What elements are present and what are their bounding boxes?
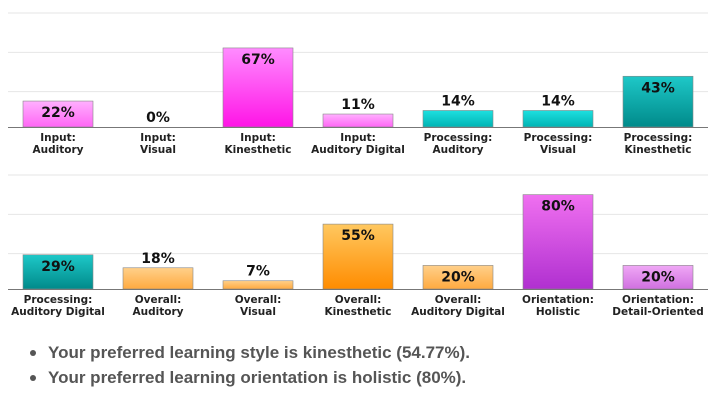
bar-value-label: 7%	[246, 264, 270, 280]
bar-value-label: 22%	[41, 105, 75, 121]
category-label: Overall:	[235, 294, 282, 306]
category-label: Visual	[540, 144, 576, 156]
category-label: Overall:	[335, 294, 382, 306]
bar-value-label: 67%	[241, 52, 275, 68]
category-label: Visual	[240, 306, 276, 318]
category-label: Auditory Digital	[311, 144, 405, 156]
summary-item-style: Your preferred learning style is kinesth…	[28, 340, 470, 365]
category-label: Detail-Oriented	[612, 306, 703, 318]
category-label: Kinesthetic	[224, 144, 291, 156]
category-label: Orientation:	[622, 294, 694, 306]
bar-value-label: 43%	[641, 80, 675, 96]
category-label: Overall:	[135, 294, 182, 306]
bar	[22, 254, 94, 290]
category-label: Auditory	[133, 306, 184, 318]
summary-item-orientation: Your preferred learning orientation is h…	[28, 365, 470, 390]
category-label: Input:	[340, 132, 376, 144]
category-label: Processing:	[524, 132, 593, 144]
summary-orientation-text: Your preferred learning orientation is h…	[48, 368, 467, 387]
category-label: Auditory	[33, 144, 84, 156]
category-label: Input:	[240, 132, 276, 144]
bar	[522, 110, 594, 128]
summary-style-text: Your preferred learning style is kinesth…	[48, 343, 471, 362]
learning-style-charts: 22%Input:Auditory0%Input:Visual67%Input:…	[8, 12, 708, 318]
bar	[622, 75, 694, 128]
bar	[422, 110, 494, 128]
category-label: Orientation:	[522, 294, 594, 306]
category-label: Input:	[40, 132, 76, 144]
bar-value-label: 20%	[641, 269, 675, 285]
bar	[322, 223, 394, 290]
category-label: Input:	[140, 132, 176, 144]
category-label: Auditory Digital	[411, 306, 505, 318]
bar-value-label: 55%	[341, 228, 375, 244]
category-label: Visual	[140, 144, 176, 156]
bullet-icon	[30, 350, 36, 356]
category-label: Processing:	[624, 132, 693, 144]
category-label: Holistic	[536, 306, 580, 318]
category-label: Processing:	[24, 294, 93, 306]
bar	[222, 47, 294, 128]
bullet-icon	[30, 375, 36, 381]
bar-value-label: 18%	[141, 251, 175, 267]
category-label: Processing:	[424, 132, 493, 144]
category-label: Auditory	[433, 144, 484, 156]
bar	[322, 113, 394, 128]
bar-value-label: 29%	[41, 259, 75, 275]
bar	[222, 280, 294, 290]
bar-value-label: 14%	[541, 93, 575, 109]
bar	[122, 267, 194, 290]
bar-value-label: 20%	[441, 269, 475, 285]
bar-value-label: 80%	[541, 199, 575, 215]
bar-value-label: 14%	[441, 93, 475, 109]
category-label: Kinesthetic	[624, 144, 691, 156]
category-label: Overall:	[435, 294, 482, 306]
bar-value-label: 0%	[146, 110, 170, 126]
summary-list: Your preferred learning style is kinesth…	[28, 340, 470, 390]
bar	[522, 194, 594, 290]
bar	[22, 100, 94, 128]
category-label: Auditory Digital	[11, 306, 105, 318]
bar-value-label: 11%	[341, 97, 375, 113]
category-label: Kinesthetic	[324, 306, 391, 318]
